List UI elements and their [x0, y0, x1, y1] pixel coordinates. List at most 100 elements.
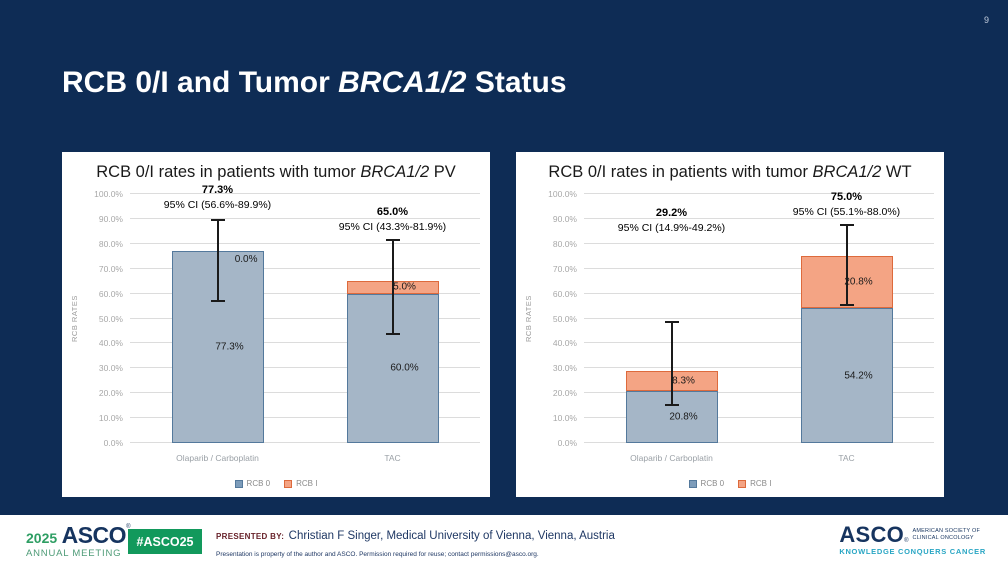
- y-axis-tick-label: 50.0%: [98, 313, 123, 324]
- gridline: [130, 342, 480, 344]
- y-axis-tick-label: 80.0%: [552, 238, 577, 249]
- asco-wordmark: ASCO: [61, 522, 127, 548]
- error-bar: [839, 223, 854, 306]
- gridline: [584, 367, 934, 369]
- y-axis-tick-label: 10.0%: [552, 413, 577, 424]
- chart-legend: RCB 0 RCB I: [516, 479, 944, 488]
- legend-label: RCB 0: [246, 479, 271, 488]
- y-axis-tick-label: 20.0%: [98, 388, 123, 399]
- ci-range-label: 95% CI (43.3%-81.9%): [338, 220, 447, 233]
- gridline: [584, 193, 934, 194]
- x-axis-category-label: TAC: [838, 453, 855, 463]
- ci-annotation: 75.0% 95% CI (55.1%-88.0%): [727, 191, 967, 218]
- ci-range-label: 95% CI (56.6%-89.9%): [163, 199, 272, 212]
- y-axis-label: RCB RATES: [524, 295, 533, 342]
- gridline: [584, 317, 934, 319]
- slide-title-italic: BRCA1/2: [338, 66, 467, 99]
- gridline: [130, 242, 480, 244]
- y-axis-tick-label: 70.0%: [98, 263, 123, 274]
- y-axis-tick-label: 40.0%: [98, 338, 123, 349]
- legend-item-rcb0: RCB 0: [234, 479, 271, 488]
- rcb1-segment-label: 20.8%: [844, 276, 873, 288]
- bar-olaparib-carboplatin: 20.8% 8.3% 29.2% 95% CI (14.9%-49.2%) Ol…: [618, 194, 725, 463]
- chart-title: RCB 0/I rates in patients with tumor BRC…: [62, 163, 490, 182]
- y-axis-tick-label: 40.0%: [552, 338, 577, 349]
- y-axis-tick-label: 60.0%: [98, 288, 123, 299]
- rcb1-segment-label: 8.3%: [672, 375, 695, 387]
- y-axis-tick-label: 60.0%: [552, 288, 577, 299]
- legend-item-rcb0: RCB 0: [688, 479, 725, 488]
- asco-tagline: KNOWLEDGE CONQUERS CANCER: [839, 547, 986, 556]
- chart-panel-brca-wt: RCB 0/I rates in patients with tumor BRC…: [516, 152, 944, 497]
- rcb0-swatch-icon: [688, 479, 697, 488]
- gridline: [584, 267, 934, 269]
- gridline: [130, 367, 480, 369]
- bar-tac: 60.0% 5.0% 65.0% 95% CI (43.3%-81.9%) TA…: [339, 194, 446, 463]
- chart-title: RCB 0/I rates in patients with tumor BRC…: [516, 163, 944, 182]
- y-axis-tick-label: 90.0%: [98, 213, 123, 224]
- total-value-label: 65.0%: [376, 205, 409, 218]
- rcb1-segment-label: 0.0%: [234, 253, 258, 265]
- asco-society-logo: ASCO® AMERICAN SOCIETY OF CLINICAL ONCOLO…: [839, 524, 986, 556]
- total-value-label: 77.3%: [201, 184, 234, 197]
- y-axis-tick-label: 80.0%: [98, 238, 123, 249]
- permission-disclaimer: Presentation is property of the author a…: [216, 551, 539, 558]
- rcb1-swatch-icon: [284, 479, 293, 488]
- annual-meeting-label: ANNUAL MEETING: [26, 548, 122, 559]
- gridline: [130, 267, 480, 269]
- legend-label: RCB 0: [700, 479, 725, 488]
- plot-area: RCB RATES 20.8% 8.3% 29.2% 95% CI (14.9%…: [524, 189, 934, 463]
- rcb0-segment-label: 77.3%: [215, 341, 244, 353]
- slide-footer: 2025 ASCO® ANNUAL MEETING #ASCO25 PRESEN…: [0, 515, 1008, 567]
- gridline: [130, 317, 480, 319]
- gridline: [584, 417, 934, 419]
- y-axis-tick-label: 0.0%: [103, 438, 123, 448]
- gridline: [130, 442, 480, 443]
- chart-title-italic: BRCA1/2: [812, 163, 882, 181]
- ci-annotation: 65.0% 95% CI (43.3%-81.9%): [273, 206, 513, 233]
- rcb0-swatch-icon: [234, 479, 243, 488]
- rcb0-segment-label: 20.8%: [669, 411, 698, 423]
- total-value-label: 29.2%: [655, 206, 688, 219]
- ci-range-label: 95% CI (14.9%-49.2%): [617, 221, 726, 234]
- error-bar: [210, 219, 225, 303]
- legend-item-rcb1: RCB I: [284, 479, 317, 488]
- total-value-label: 75.0%: [830, 190, 863, 203]
- legend-item-rcb1: RCB I: [738, 479, 771, 488]
- x-axis-category-label: Olaparib / Carboplatin: [630, 453, 713, 463]
- gridline: [584, 342, 934, 344]
- plot-area: RCB RATES 77.3% 0.0% 77.3% 95% CI (56.6%…: [70, 184, 480, 463]
- asco-annual-meeting-logo: 2025 ASCO® ANNUAL MEETING: [26, 524, 130, 559]
- y-axis-label: RCB RATES: [70, 295, 79, 342]
- gridline: [130, 193, 480, 194]
- chart-title-italic: BRCA1/2: [360, 163, 430, 181]
- rcb1-segment-label: 5.0%: [393, 281, 416, 293]
- x-axis-category-label: TAC: [384, 453, 401, 463]
- chart-title-prefix: RCB 0/I rates in patients with tumor: [96, 163, 361, 181]
- gridline: [130, 217, 480, 219]
- chart-legend: RCB 0 RCB I: [62, 479, 490, 488]
- rcb0-segment-label: 60.0%: [390, 362, 419, 374]
- bar-tac: 54.2% 20.8% 75.0% 95% CI (55.1%-88.0%) T…: [793, 191, 900, 463]
- meeting-year: 2025: [26, 530, 58, 546]
- gridline: [584, 242, 934, 244]
- y-axis-tick-label: 10.0%: [98, 413, 123, 424]
- chart-panel-brca-pv: RCB 0/I rates in patients with tumor BRC…: [62, 152, 490, 497]
- ci-annotation: 77.3% 95% CI (56.6%-89.9%): [98, 184, 338, 211]
- y-axis-tick-label: 70.0%: [552, 263, 577, 274]
- page-number: 9: [983, 15, 989, 25]
- slide-title-suffix: Status: [466, 66, 567, 99]
- ci-range-label: 95% CI (55.1%-88.0%): [792, 205, 901, 218]
- y-axis-tick-label: 20.0%: [552, 388, 577, 399]
- presented-by-label: PRESENTED BY:: [216, 532, 285, 541]
- rcb1-swatch-icon: [738, 479, 747, 488]
- presenter-name: Christian F Singer, Medical University o…: [288, 530, 615, 542]
- chart-title-suffix: WT: [881, 163, 912, 181]
- y-axis-tick-label: 50.0%: [552, 313, 577, 324]
- rcb0-segment-label: 54.2%: [844, 370, 873, 382]
- asco-wordmark: ASCO: [839, 522, 905, 547]
- bar-olaparib-carboplatin: 77.3% 0.0% 77.3% 95% CI (56.6%-89.9%) Ol…: [164, 184, 271, 463]
- gridline: [584, 442, 934, 443]
- rcb0-segment: [800, 308, 893, 443]
